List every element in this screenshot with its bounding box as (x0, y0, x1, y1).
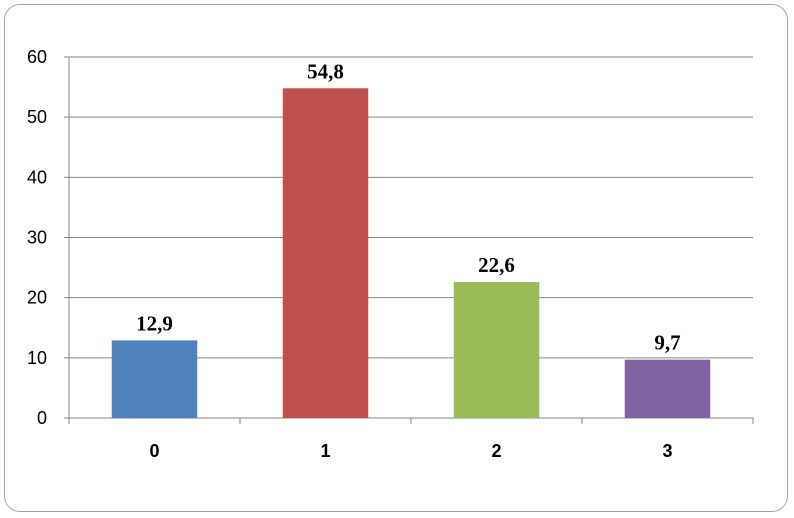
y-tick-label: 50 (27, 107, 47, 127)
data-label: 12,9 (136, 311, 173, 335)
data-label: 22,6 (478, 253, 515, 277)
bar-0 (111, 340, 198, 418)
bar-3 (624, 359, 711, 418)
y-tick-label: 40 (27, 167, 47, 187)
bars (111, 88, 711, 418)
y-tick-label: 10 (27, 348, 47, 368)
x-tick-label: 3 (662, 441, 672, 461)
y-axis-ticks: 0 10 20 30 40 50 60 (27, 47, 69, 428)
x-tick-label: 2 (491, 441, 501, 461)
bar-2 (453, 282, 540, 418)
data-labels: 12,9 54,8 22,6 9,7 (136, 59, 681, 354)
x-tick-label: 0 (149, 441, 159, 461)
y-tick-label: 30 (27, 228, 47, 248)
x-axis-ticks: 0 1 2 3 (68, 418, 754, 461)
data-label: 9,7 (654, 331, 680, 355)
x-tick-label: 1 (320, 441, 330, 461)
data-label: 54,8 (307, 59, 344, 83)
bar-1 (282, 88, 369, 418)
chart-frame (4, 4, 788, 512)
y-tick-label: 20 (27, 288, 47, 308)
y-tick-label: 60 (27, 47, 47, 67)
y-tick-label: 0 (37, 408, 47, 428)
